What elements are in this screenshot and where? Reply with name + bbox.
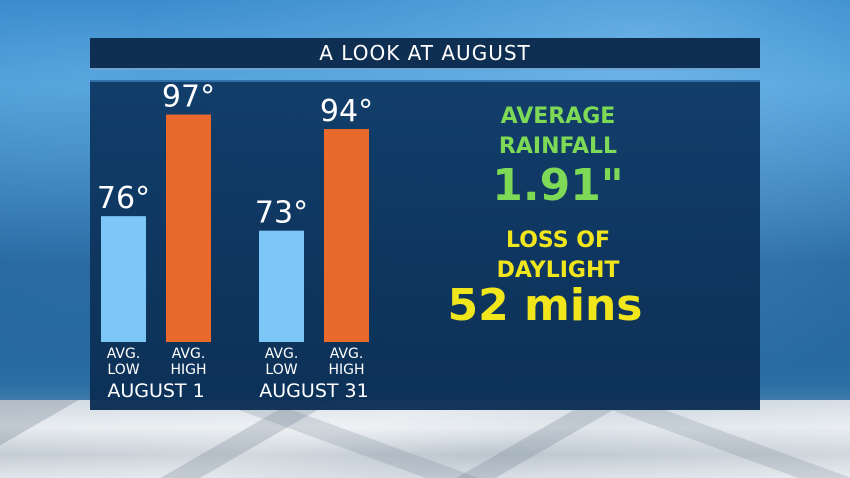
bar-series-label: HIGH — [170, 362, 206, 378]
bar — [166, 114, 211, 343]
bar-series-label: LOW — [107, 362, 139, 378]
category-label: AUGUST 1 — [107, 380, 204, 402]
rainfall-value: 1.91" — [492, 160, 624, 211]
rainfall-heading-line1: AVERAGE — [500, 104, 616, 129]
bar-series-label: AVG. — [330, 346, 364, 362]
daylight-heading-line2: DAYLIGHT — [496, 258, 620, 283]
daylight-heading: LOSS OF DAYLIGHT — [440, 226, 676, 286]
bar-value-label: 73° — [255, 196, 308, 231]
daylight-value: 52 mins — [447, 280, 643, 331]
bar-series-label: HIGH — [328, 362, 364, 378]
rainfall-heading: AVERAGE RAINFALL — [470, 102, 646, 162]
bar — [101, 216, 146, 342]
bar-value-label: 94° — [320, 94, 373, 129]
bar-value-label: 97° — [162, 80, 215, 115]
rainfall-heading-line2: RAINFALL — [498, 134, 618, 159]
bar-value-label: 76° — [97, 181, 150, 216]
bar-series-label: LOW — [265, 362, 297, 378]
bar — [324, 129, 369, 342]
background-floor — [0, 400, 850, 478]
bar-series-label: AVG. — [265, 346, 299, 362]
category-label: AUGUST 31 — [259, 380, 368, 402]
bar-series-label: AVG. — [107, 346, 141, 362]
daylight-heading-line1: LOSS OF — [505, 228, 611, 253]
bar — [259, 230, 304, 342]
chart-title: A LOOK AT AUGUST — [90, 38, 760, 70]
bar-series-label: AVG. — [172, 346, 206, 362]
